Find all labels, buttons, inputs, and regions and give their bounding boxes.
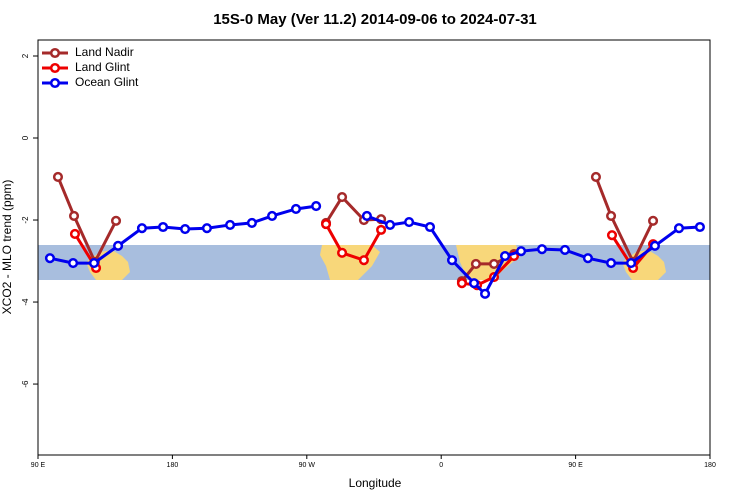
y-tick-label: 2	[21, 53, 30, 58]
data-point	[52, 171, 64, 183]
x-tick-label: 180	[167, 462, 179, 469]
data-point	[267, 210, 278, 221]
map-background	[38, 245, 710, 280]
data-point	[69, 228, 81, 240]
land-patch	[320, 245, 380, 280]
data-point	[180, 223, 191, 235]
data-point	[499, 251, 511, 262]
data-point	[113, 240, 124, 251]
data-point	[44, 253, 55, 264]
series-line	[73, 223, 655, 287]
series-line	[56, 176, 655, 283]
legend-marker	[49, 77, 61, 89]
data-point	[290, 203, 302, 215]
data-point	[311, 201, 322, 212]
data-point	[559, 244, 571, 256]
data-point	[582, 253, 593, 264]
data-point	[361, 210, 372, 221]
data-point	[246, 217, 257, 228]
plot-frame	[37, 39, 711, 456]
data-point	[404, 217, 415, 228]
data-point	[424, 221, 436, 233]
legend-label: Land Glint	[75, 60, 130, 74]
data-point	[606, 258, 617, 269]
legend-label: Ocean Glint	[75, 75, 139, 89]
x-tick-label: 90 W	[299, 462, 316, 469]
data-point	[536, 244, 548, 255]
data-point	[158, 221, 169, 233]
x-tick-label: 0	[439, 462, 443, 469]
data-point	[456, 278, 467, 289]
data-point	[446, 255, 458, 266]
data-point	[358, 255, 369, 266]
legend-label: Land Nadir	[75, 45, 134, 59]
data-point	[337, 247, 348, 258]
data-point	[606, 230, 618, 241]
y-tick-label: -2	[21, 216, 30, 224]
legend-marker	[49, 47, 61, 59]
data-point	[648, 215, 659, 226]
data-point	[480, 288, 491, 299]
chart-title: 15S-0 May (Ver 11.2) 2014-09-06 to 2024-…	[213, 11, 537, 28]
data-point	[488, 258, 500, 269]
data-point	[625, 258, 637, 269]
data-point	[649, 240, 660, 251]
data-point	[385, 219, 396, 230]
y-tick-label: -6	[21, 380, 30, 388]
x-tick-label: 90 E	[568, 462, 583, 469]
x-axis-label: Longitude	[349, 476, 402, 490]
data-point	[673, 223, 685, 234]
data-point	[470, 258, 481, 269]
data-point	[337, 192, 348, 203]
data-point	[694, 221, 705, 233]
y-tick-label: 0	[21, 135, 30, 140]
data-point	[606, 210, 617, 221]
y-axis-label: XCO2 - MLO trend (ppm)	[0, 180, 14, 315]
data-point	[88, 258, 100, 269]
data-point	[110, 215, 122, 226]
series	[44, 201, 705, 299]
x-tick-label: 90 E	[31, 462, 46, 469]
data-point	[201, 223, 212, 234]
legend-marker	[49, 62, 61, 74]
data-point	[590, 171, 601, 183]
data-point	[320, 219, 332, 230]
data-point	[516, 246, 527, 257]
y-tick-label: -4	[21, 298, 30, 306]
data-point	[469, 278, 480, 289]
x-tick-label: 180	[704, 462, 716, 469]
data-point	[376, 224, 387, 235]
data-point	[136, 223, 148, 234]
data-point	[68, 258, 79, 269]
data-point	[68, 210, 80, 221]
data-point	[225, 219, 236, 230]
